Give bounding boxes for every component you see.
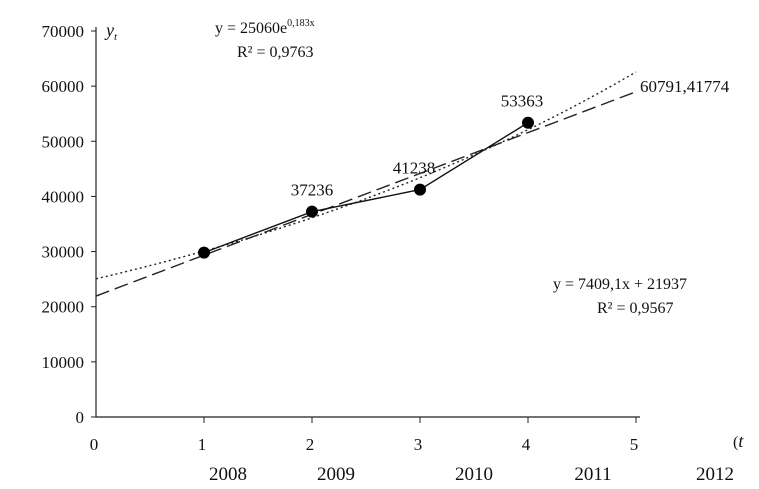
exp-trend-exponent: 0,183x (287, 18, 315, 29)
linear-trendline (95, 91, 637, 297)
x-axis-title-prefix: ( (733, 434, 738, 451)
y-tick-label: 30000 (42, 243, 85, 262)
year-labels: 2008 2009 2010 2011 2012 (209, 464, 734, 485)
y-tick-label: 10000 (42, 353, 85, 372)
series-line (203, 122, 529, 254)
year-label: 2011 (574, 464, 611, 485)
year-label: 2009 (317, 464, 355, 485)
data-labels: 37236 41238 53363 (291, 92, 544, 200)
year-label: 2012 (696, 464, 734, 485)
x-tick-label: 4 (522, 435, 531, 454)
x-tick-label: 1 (198, 435, 207, 454)
data-point (414, 183, 426, 196)
y-tick-label: 70000 (42, 22, 85, 41)
y-tick-label: 20000 (42, 298, 85, 317)
x-tick-label: 2 (306, 435, 315, 454)
y-axis-title: yt (104, 20, 118, 43)
data-point (198, 246, 210, 259)
y-tick-label: 40000 (42, 187, 85, 206)
year-label: 2010 (455, 464, 493, 485)
data-label: 53363 (501, 92, 544, 111)
exponential-trendline (95, 71, 637, 280)
y-tick-label: 0 (76, 408, 85, 427)
lin-trend-equation: y = 7409,1x + 21937 (553, 276, 687, 293)
data-series (198, 116, 534, 259)
data-point (522, 116, 534, 129)
exp-trend-r2: R² = 0,9763 (237, 44, 314, 61)
x-tick-label: 5 (630, 435, 639, 454)
y-axis-title-subscript: t (114, 31, 118, 43)
y-tick-label: 60000 (42, 77, 85, 96)
axes (91, 27, 640, 423)
forecast-label: 60791,41774 (640, 77, 730, 96)
year-label: 2008 (209, 464, 247, 485)
data-point (306, 205, 318, 218)
x-axis-title: (t (733, 431, 744, 451)
y-tick-label: 50000 (42, 132, 85, 151)
data-label: 41238 (393, 159, 436, 178)
tick-labels: 0 10000 20000 30000 40000 50000 60000 70000 0 1 2 3… (42, 22, 639, 454)
x-tick-label: 3 (414, 435, 423, 454)
exp-trend-equation: y = 25060e0,183x (215, 18, 315, 37)
lin-trend-r2: R² = 0,9567 (597, 300, 674, 317)
trendlines (95, 71, 637, 297)
x-tick-label: 0 (90, 435, 99, 454)
data-label: 37236 (291, 181, 334, 200)
